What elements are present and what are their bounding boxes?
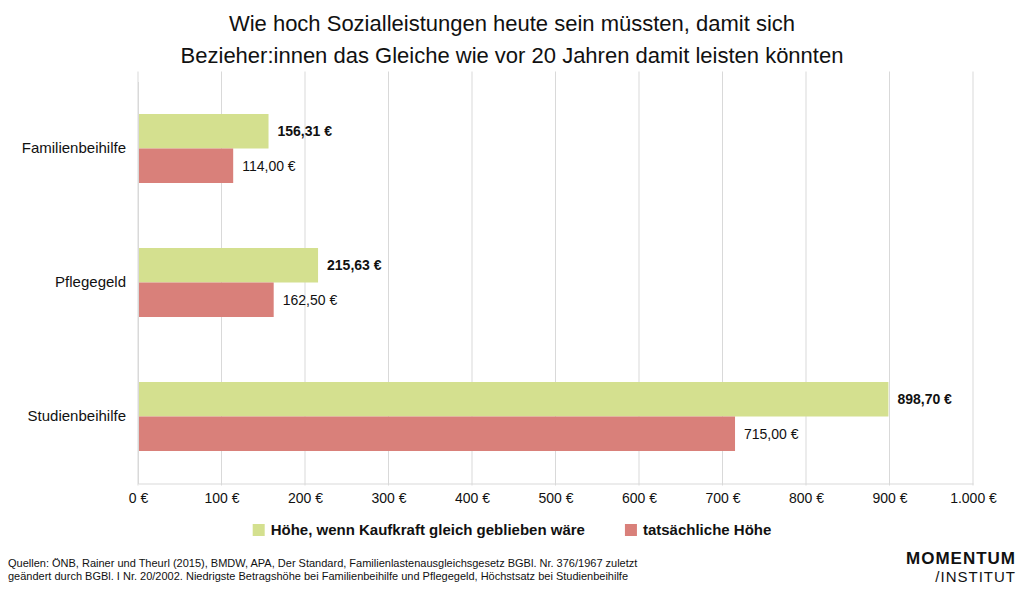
tick-label: 100 €	[204, 490, 239, 506]
tick-label: 200 €	[288, 490, 323, 506]
grid	[138, 72, 973, 486]
data-label: 114,00 €	[242, 158, 296, 174]
title: Bezieher:innen das Gleiche wie vor 20 Ja…	[181, 43, 844, 68]
logo: /INSTITUT	[935, 568, 1016, 585]
legend-item: Höhe, wenn Kaufkraft gleich geblieben wä…	[253, 521, 585, 538]
tick: 1.000 €	[950, 484, 997, 507]
tick: 700 €	[705, 484, 740, 507]
title: Wie hoch Sozialleistungen heute sein müs…	[229, 11, 795, 36]
x-axis: 0 € 100 € 200 € 300 € 400 € 500 € 600 € 700 € 80…	[129, 484, 997, 507]
tick-label: 600 €	[622, 490, 657, 506]
grid-line	[138, 72, 139, 486]
tick-label: 700 €	[705, 490, 740, 506]
axis-line	[139, 484, 974, 485]
bar	[138, 114, 269, 149]
bar	[138, 382, 888, 417]
tick: Pflegegeld	[55, 273, 138, 290]
grid-line	[889, 72, 890, 486]
y-axis: Familienbeihilfe Pflegegeld Studienbeihilf…	[22, 82, 139, 484]
data-label: 715,00 €	[744, 426, 799, 442]
tick: 500 €	[538, 484, 573, 507]
legend-label: Höhe, wenn Kaufkraft gleich geblieben wä…	[271, 521, 585, 538]
source-note: Quellen: ÖNB, Rainer und Theurl (2015), …	[8, 557, 637, 569]
bar	[138, 248, 318, 283]
tick-label: 0 €	[129, 490, 149, 506]
data-labels: 156,31 € 215,63 € 898,70 € 114,00 € 162,50 €…	[242, 123, 952, 442]
data-label: 156,31 €	[278, 123, 333, 139]
data-label: 898,70 €	[897, 391, 952, 407]
tick: 800 €	[789, 484, 824, 507]
tick-label: 400 €	[455, 490, 490, 506]
tick: 0 €	[129, 484, 149, 507]
tick-label: 800 €	[789, 490, 824, 506]
grid-line	[806, 72, 807, 486]
data-label: 162,50 €	[283, 292, 338, 308]
tick-label: Pflegegeld	[55, 273, 126, 290]
legend-swatch	[253, 524, 265, 536]
tick: 100 €	[204, 484, 239, 507]
tick: 200 €	[288, 484, 323, 507]
tick: 900 €	[872, 484, 907, 507]
tick: 300 €	[371, 484, 406, 507]
tick-label: 300 €	[371, 490, 406, 506]
bars	[138, 114, 888, 451]
tick: Familienbeihilfe	[22, 139, 138, 156]
legend-label: tatsächliche Höhe	[643, 521, 771, 538]
bar	[138, 283, 274, 318]
tick: 400 €	[455, 484, 490, 507]
tick: 600 €	[622, 484, 657, 507]
data-label: 215,63 €	[327, 257, 382, 273]
grid-line	[973, 72, 974, 486]
legend-swatch	[625, 524, 637, 536]
logo: MOMENTUM	[906, 549, 1016, 568]
tick-label: 1.000 €	[950, 490, 997, 506]
legend: Höhe, wenn Kaufkraft gleich geblieben wä…	[253, 521, 772, 538]
tick-label: 900 €	[872, 490, 907, 506]
bar	[138, 417, 735, 452]
tick: Studienbeihilfe	[28, 407, 138, 424]
bar	[138, 149, 233, 184]
axis-line	[138, 82, 139, 484]
source-note: geändert durch BGBl. I Nr. 20/2002. Nied…	[8, 570, 628, 582]
chart: Wie hoch Sozialleistungen heute sein müs…	[0, 0, 1024, 589]
tick-label: Studienbeihilfe	[28, 407, 126, 424]
tick-label: 500 €	[538, 490, 573, 506]
tick-label: Familienbeihilfe	[22, 139, 126, 156]
legend-item: tatsächliche Höhe	[625, 521, 771, 538]
